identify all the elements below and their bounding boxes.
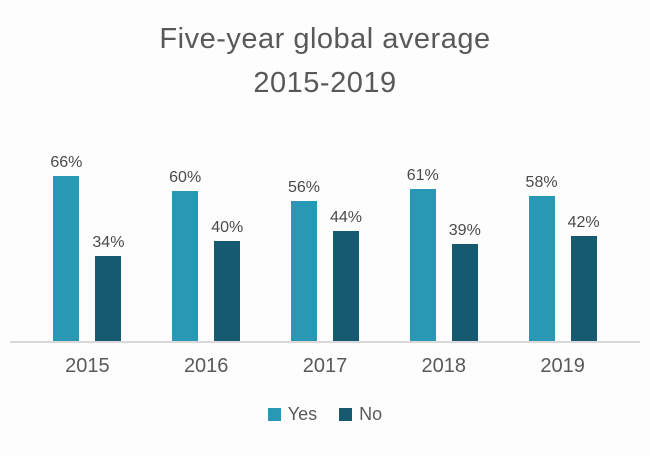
legend-label: Yes xyxy=(287,404,318,424)
bar-value-label: 34% xyxy=(92,234,125,251)
legend-item-yes: Yes xyxy=(267,404,318,425)
bar-no-2018: 39% xyxy=(448,221,481,341)
bar-value-label: 58% xyxy=(525,174,558,191)
yes-bar xyxy=(290,201,317,341)
bar-yes-2017: 56% xyxy=(288,179,320,341)
yes-bar xyxy=(53,176,80,341)
no-bar xyxy=(333,231,359,341)
chart-title: Five-year global average 2015-2019 xyxy=(0,18,650,105)
x-axis: 2015 2016 2017 2018 2019 xyxy=(10,355,640,378)
no-bar xyxy=(570,236,597,341)
bar-value-label: 60% xyxy=(169,169,202,186)
bar-group-2019: 58% 42% xyxy=(526,174,600,341)
legend: Yes No xyxy=(0,404,650,425)
bar-yes-2019: 58% xyxy=(526,174,558,341)
yes-bar xyxy=(528,196,555,341)
yes-bar xyxy=(409,188,436,341)
bar-value-label: 42% xyxy=(567,214,600,231)
bar-value-label: 66% xyxy=(50,154,83,171)
yes-bar xyxy=(172,191,199,341)
bar-group-2016: 60% 40% xyxy=(169,169,243,341)
x-axis-label-2018: 2018 xyxy=(421,355,467,377)
bar-group-2015: 66% 34% xyxy=(50,154,124,341)
bar-value-label: 44% xyxy=(329,209,363,226)
x-axis-label-2016: 2016 xyxy=(183,355,229,377)
x-axis-label-2019: 2019 xyxy=(540,355,585,377)
legend-item-no: No xyxy=(339,404,382,425)
bar-value-label: 61% xyxy=(406,166,439,184)
no-bar xyxy=(95,256,122,341)
bar-group-2017: 56% 44% xyxy=(288,179,362,341)
plot-area: 66% 34% 60% 40% 56% 44% 61% 39% 58% 42% xyxy=(10,145,640,343)
bar-value-label: 56% xyxy=(287,179,320,196)
bar-no-2019: 42% xyxy=(568,214,600,341)
chart-title-line1: Five-year global average xyxy=(159,23,491,55)
bar-yes-2018: 61% xyxy=(406,166,439,341)
legend-label: No xyxy=(359,404,383,424)
no-bar xyxy=(451,243,478,341)
bar-yes-2015: 66% xyxy=(50,154,82,341)
x-axis-label-2017: 2017 xyxy=(302,355,348,377)
legend-swatch-icon xyxy=(339,408,353,421)
bar-group-2018: 61% 39% xyxy=(407,167,481,341)
bar-value-label: 40% xyxy=(211,219,244,236)
chart-title-line2: 2015-2019 xyxy=(253,66,397,99)
bar-no-2016: 40% xyxy=(211,219,243,341)
bar-value-label: 39% xyxy=(448,221,481,239)
no-bar xyxy=(214,241,241,341)
legend-swatch-icon xyxy=(267,408,281,421)
x-axis-label-2015: 2015 xyxy=(65,355,110,377)
bar-no-2017: 44% xyxy=(330,209,362,341)
bar-yes-2016: 60% xyxy=(169,169,201,341)
bar-no-2015: 34% xyxy=(92,234,124,341)
